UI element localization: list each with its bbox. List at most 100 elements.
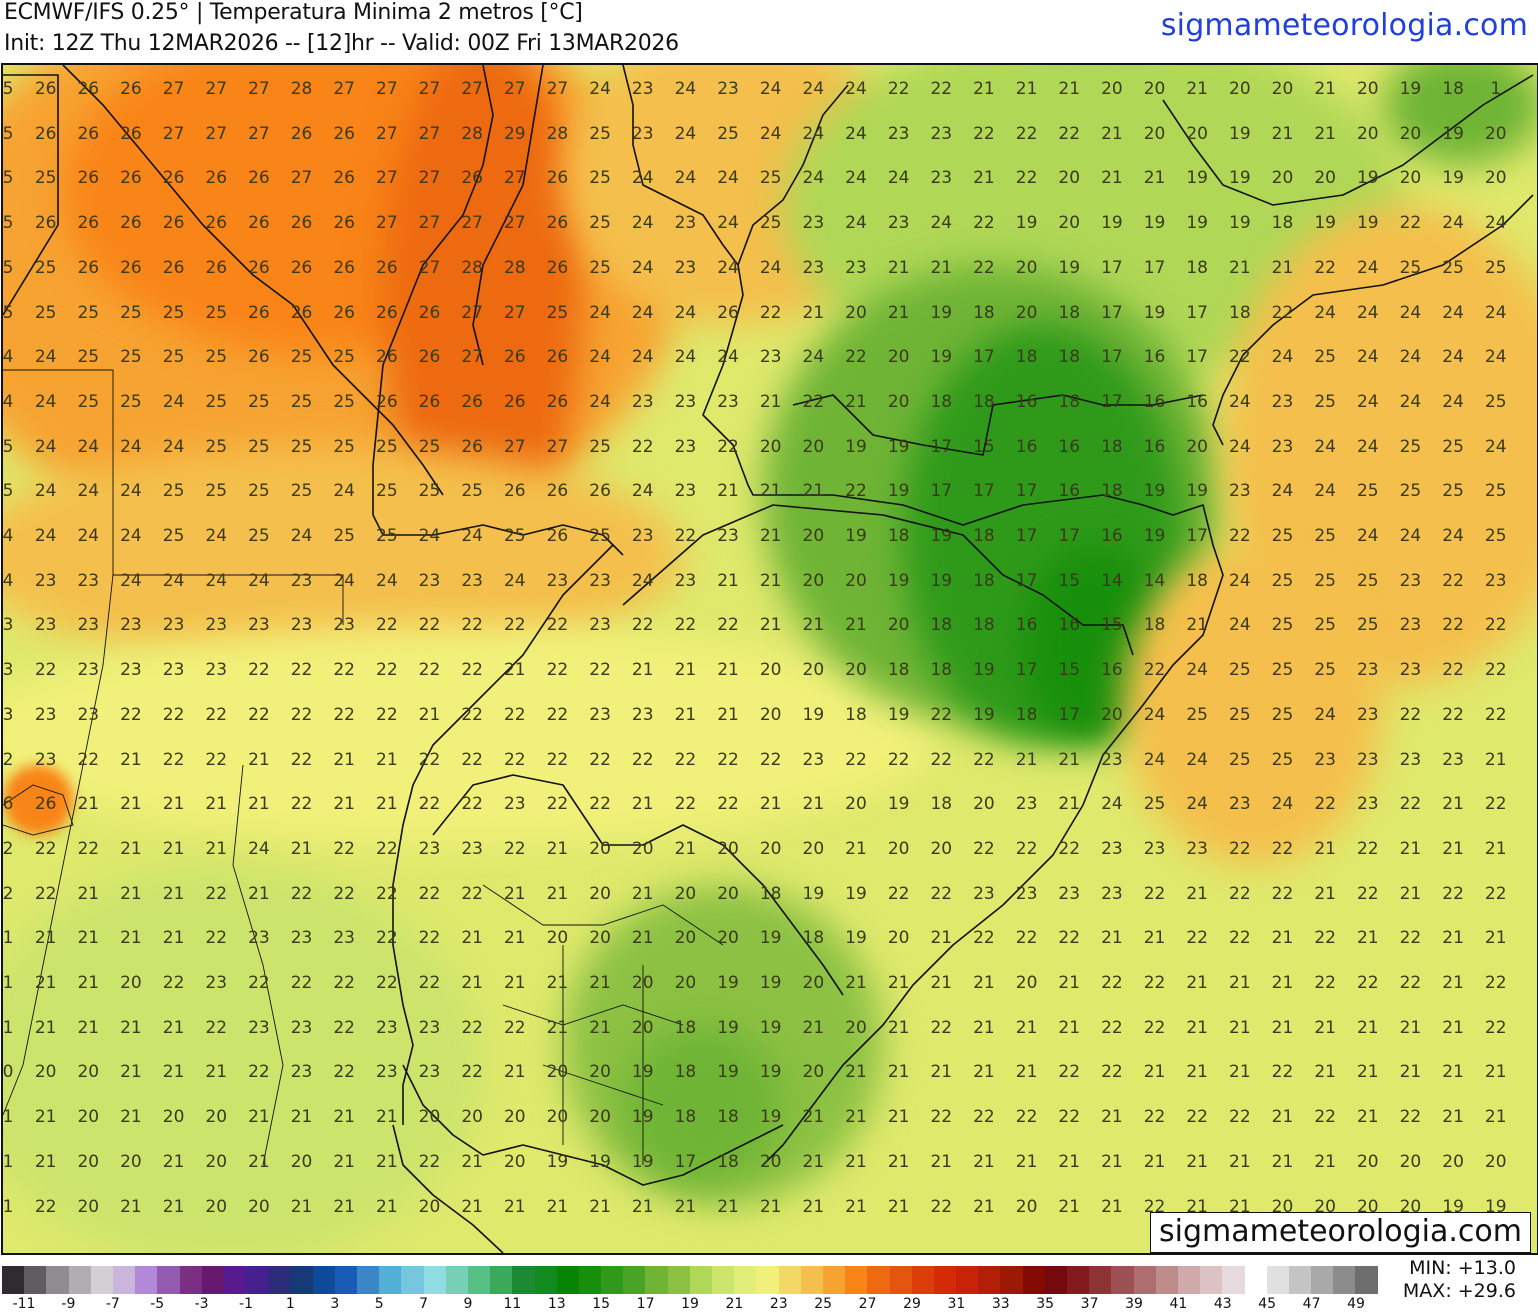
grid-value: 24 <box>1143 704 1166 725</box>
grid-value: 21 <box>759 570 782 591</box>
grid-value: 22 <box>1314 1107 1336 1128</box>
brand-link[interactable]: sigmameteorologia.com <box>1160 8 1528 43</box>
grid-value: 22 <box>77 838 100 859</box>
grid-value: 22 <box>717 749 739 770</box>
grid-value: 24 <box>333 481 356 502</box>
grid-value: 23 <box>589 704 611 725</box>
grid-value: 23 <box>546 570 569 591</box>
colorbar-tick: 15 <box>592 1296 611 1312</box>
grid-value: 21 <box>1271 123 1294 144</box>
grid-value: 5 <box>2 302 14 323</box>
grid-value: 25 <box>248 391 270 412</box>
grid-value: 26 <box>248 302 270 323</box>
grid-value: 21 <box>973 973 995 993</box>
grid-value: 21 <box>461 928 483 949</box>
colorbar-swatch <box>179 1266 202 1294</box>
grid-value: 22 <box>418 973 441 993</box>
grid-value: 22 <box>802 391 825 412</box>
grid-value: 22 <box>717 794 739 815</box>
grid-value: 23 <box>376 1017 398 1038</box>
grid-value: 24 <box>1356 436 1379 457</box>
grid-value: 25 <box>589 123 611 144</box>
grid-value: 25 <box>1399 481 1422 502</box>
grid-value: 21 <box>1143 1151 1166 1172</box>
grid-value: 24 <box>461 526 483 546</box>
grid-value: 21 <box>120 794 142 815</box>
grid-value: 22 <box>1484 973 1507 993</box>
grid-value: 23 <box>1356 704 1379 725</box>
grid-value: 20 <box>631 1017 654 1038</box>
grid-value: 22 <box>1229 347 1251 368</box>
colorbar-swatch <box>46 1266 69 1294</box>
grid-value: 22 <box>1442 660 1464 681</box>
grid-value: 22 <box>1015 123 1038 144</box>
grid-value: 27 <box>503 302 526 323</box>
colorbar-swatch <box>756 1266 779 1294</box>
grid-value: 24 <box>77 526 100 546</box>
grid-value: 24 <box>1356 347 1379 368</box>
grid-value: 21 <box>1356 1107 1379 1128</box>
grid-value: 22 <box>631 615 654 636</box>
grid-value: 25 <box>1484 257 1507 278</box>
grid-value: 19 <box>1229 168 1251 189</box>
grid-value: 20 <box>589 838 611 859</box>
grid-value: 24 <box>1271 794 1294 815</box>
grid-value: 22 <box>973 749 995 770</box>
grid-value: 24 <box>1484 436 1507 457</box>
grid-value: 23 <box>205 973 228 993</box>
grid-value: 16 <box>1058 481 1081 502</box>
grid-value: 2 <box>2 749 14 770</box>
grid-value: 22 <box>1356 883 1379 904</box>
grid-value: 22 <box>461 704 483 725</box>
grid-value: 23 <box>1101 838 1123 859</box>
grid-value: 23 <box>77 615 100 636</box>
grid-value: 21 <box>1058 749 1081 770</box>
grid-value: 23 <box>1399 570 1422 591</box>
grid-value: 20 <box>1186 123 1209 144</box>
grid-value: 20 <box>503 1151 526 1172</box>
grid-value: 22 <box>1399 704 1422 725</box>
grid-value: 25 <box>376 481 398 502</box>
grid-value: 26 <box>205 213 228 234</box>
grid-value: 21 <box>1271 1107 1294 1128</box>
colorbar-swatch <box>1355 1266 1378 1294</box>
grid-value: 22 <box>418 749 441 770</box>
grid-value: 25 <box>333 526 356 546</box>
colorbar-tick: 17 <box>636 1296 655 1312</box>
grid-value: 24 <box>631 347 654 368</box>
grid-value: 23 <box>674 436 697 457</box>
grid-value: 22 <box>1442 704 1464 725</box>
grid-value: 25 <box>1399 436 1422 457</box>
grid-value: 22 <box>461 794 483 815</box>
grid-value: 20 <box>1484 1151 1507 1172</box>
grid-value: 23 <box>77 704 100 725</box>
grid-value: 18 <box>845 704 867 725</box>
grid-value: 19 <box>717 1062 739 1083</box>
grid-value: 21 <box>376 1151 398 1172</box>
border-paraguay-brazil <box>472 65 544 366</box>
grid-value: 26 <box>205 168 228 189</box>
grid-value: 20 <box>589 928 611 949</box>
grid-value: 21 <box>162 1062 185 1083</box>
grid-value: 21 <box>674 1196 697 1217</box>
grid-value: 16 <box>1143 391 1166 412</box>
grid-value: 21 <box>546 1017 569 1038</box>
grid-value: 17 <box>1101 257 1123 278</box>
grid-value: 21 <box>631 883 654 904</box>
grid-value: 20 <box>34 1062 57 1083</box>
grid-value: 19 <box>802 704 825 725</box>
grid-value: 23 <box>1399 749 1422 770</box>
colorbar-swatch <box>312 1266 335 1294</box>
grid-value: 22 <box>461 615 483 636</box>
grid-value: 25 <box>1186 704 1209 725</box>
grid-value: 18 <box>1101 481 1123 502</box>
grid-value: 27 <box>418 213 441 234</box>
grid-value: 26 <box>162 168 185 189</box>
grid-value: 22 <box>333 660 356 681</box>
grid-value: 22 <box>973 1107 995 1128</box>
grid-value: 26 <box>546 168 569 189</box>
grid-value: 24 <box>717 257 739 278</box>
grid-value: 22 <box>290 883 313 904</box>
grid-value: 19 <box>589 1151 611 1172</box>
colorbar-swatch <box>800 1266 823 1294</box>
